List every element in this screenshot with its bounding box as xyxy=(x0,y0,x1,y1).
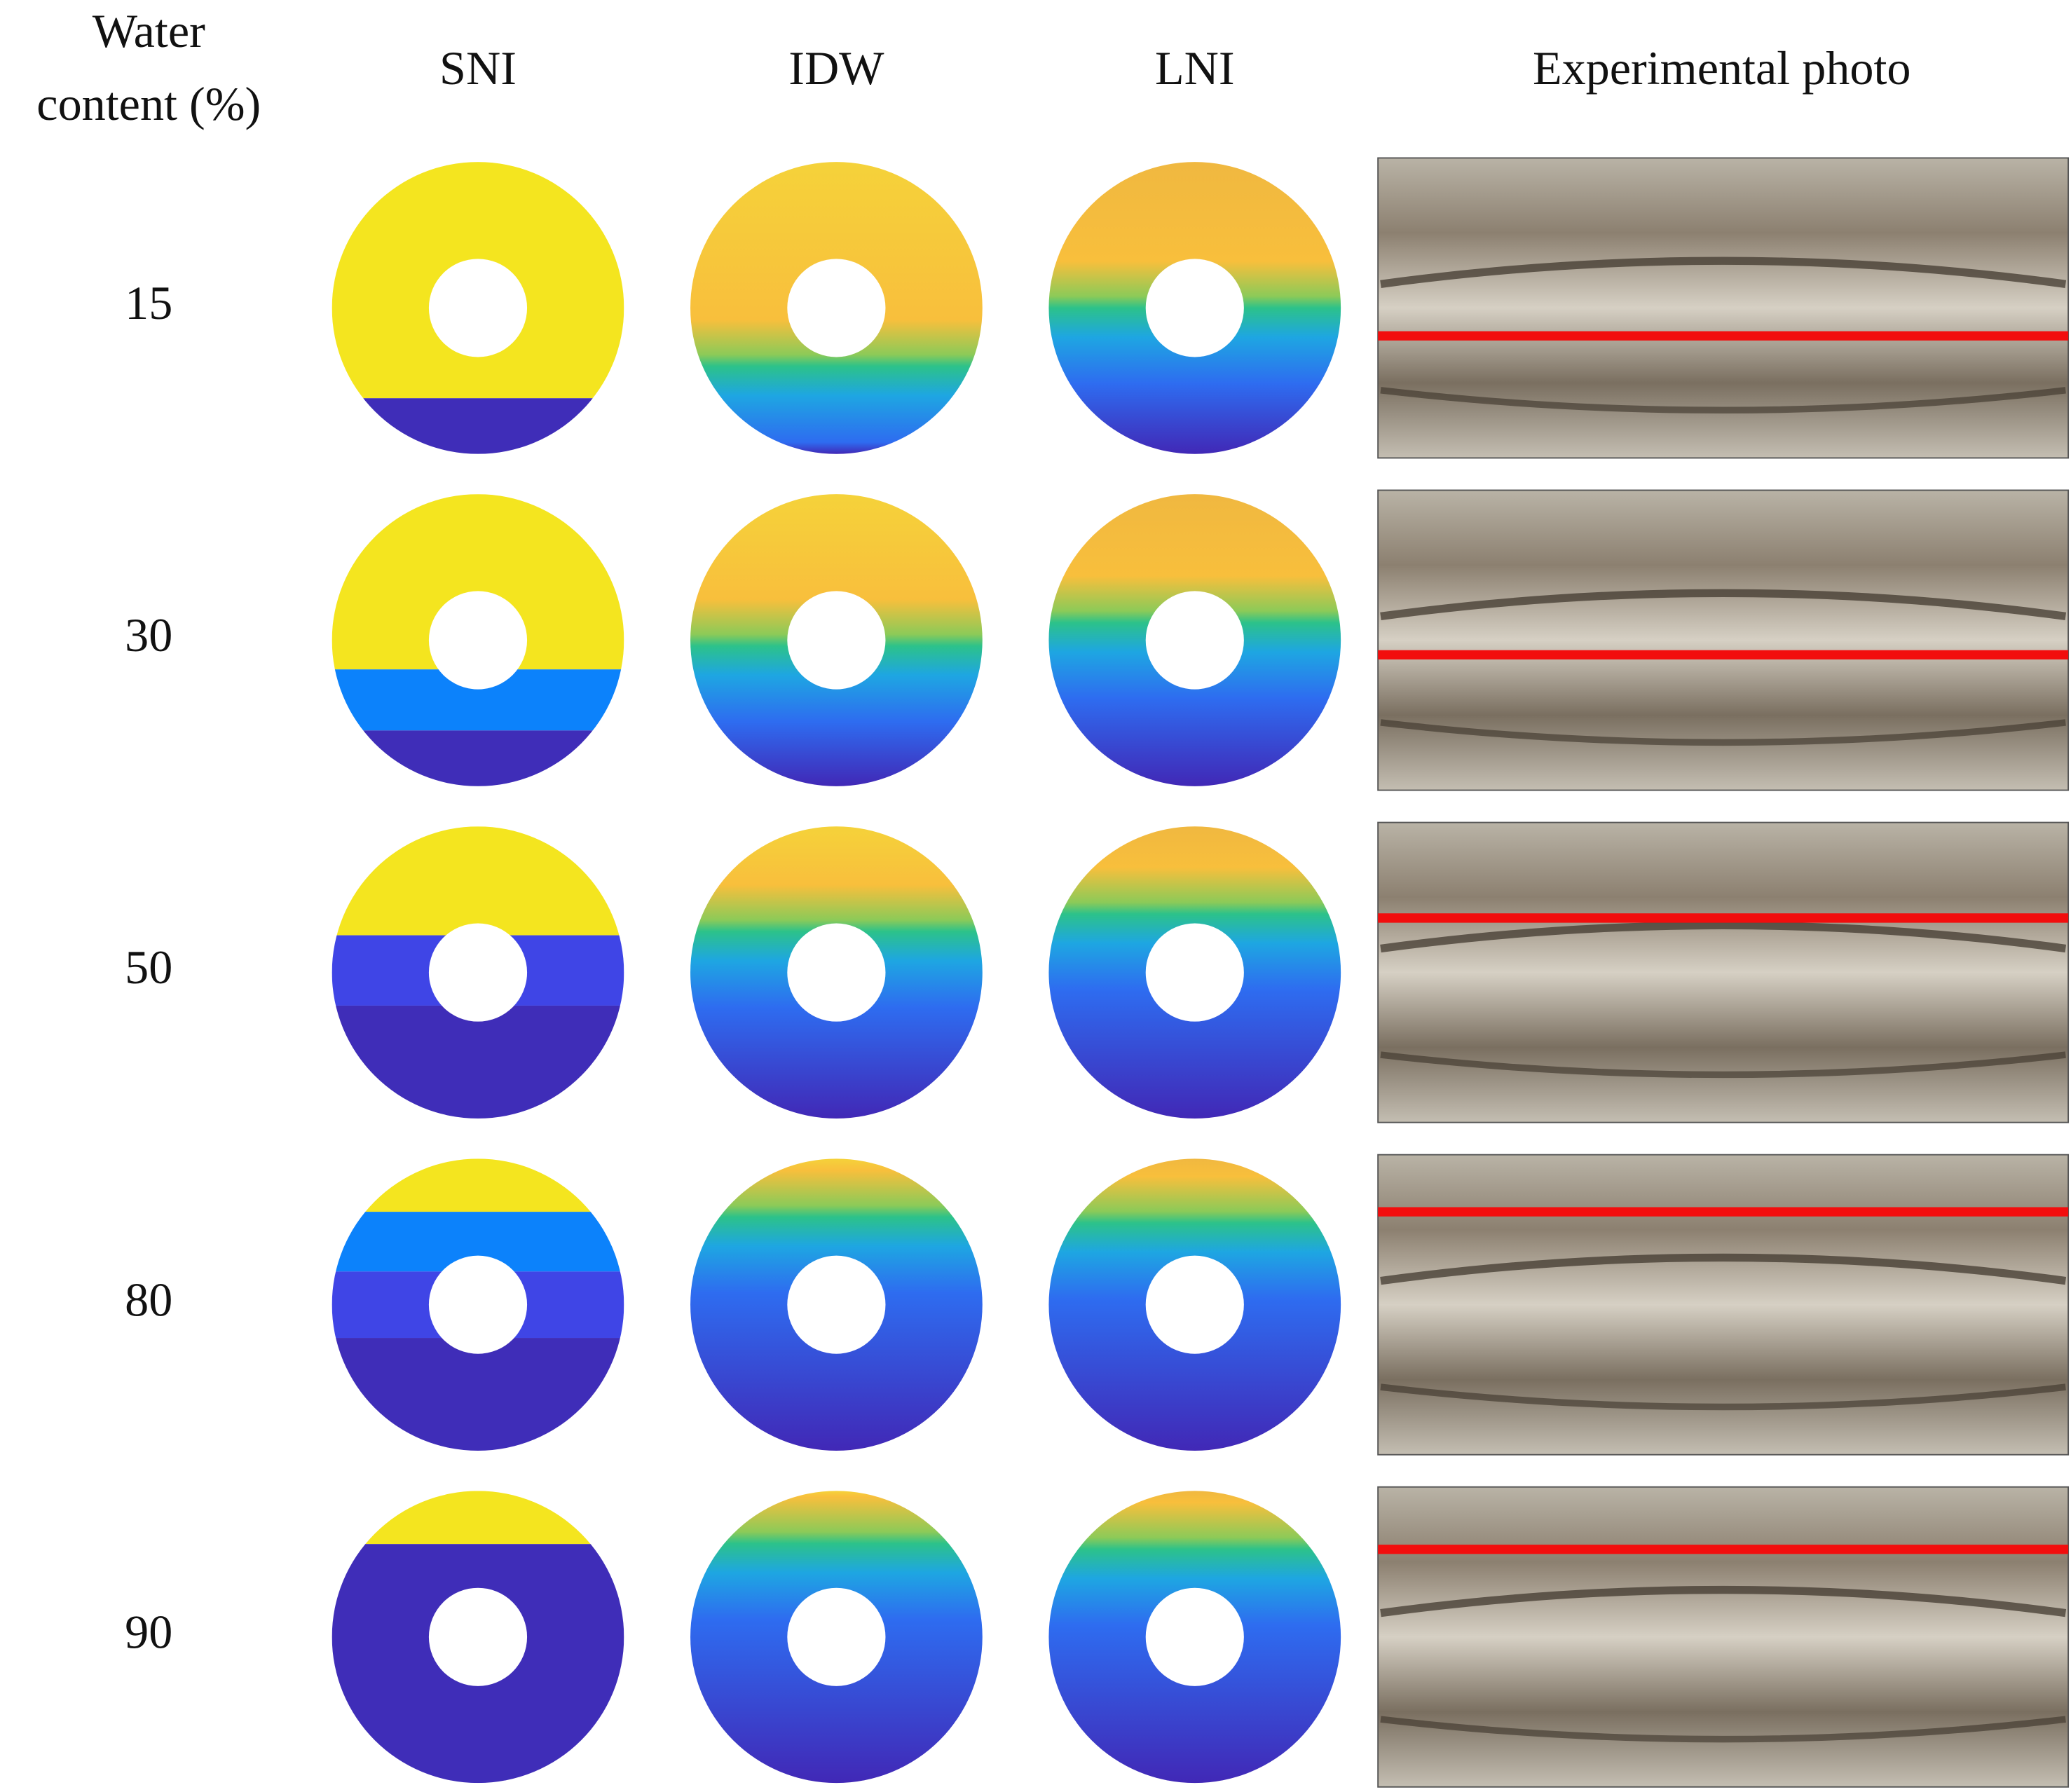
pipe-hole xyxy=(1145,923,1244,1022)
column-title: LNI xyxy=(1155,41,1235,95)
pipe-edge xyxy=(1380,387,2066,414)
pipe-edge xyxy=(1380,257,2067,288)
pipe-hole xyxy=(428,923,528,1022)
pipe-hole xyxy=(787,1255,886,1354)
pipe-hole xyxy=(428,259,528,357)
sni-layer xyxy=(332,1158,624,1212)
pipe-edge xyxy=(1380,1253,2067,1285)
pipe-edge xyxy=(1380,589,2067,621)
pipe-hole xyxy=(428,591,528,690)
pipe-edge xyxy=(1380,1383,2066,1411)
pipe-edge xyxy=(1380,1585,2067,1617)
column-title: Experimental photo xyxy=(1533,41,1911,95)
sni-layer xyxy=(332,730,624,786)
pipe-hole xyxy=(1145,259,1244,357)
row-label: 50 xyxy=(125,941,172,994)
sni-layer xyxy=(332,826,624,936)
pipe-hole xyxy=(1145,1587,1244,1686)
sni-layer xyxy=(332,1005,624,1119)
column-title: IDW xyxy=(788,41,884,95)
pipe-hole xyxy=(787,259,886,357)
pipe-hole xyxy=(787,1587,886,1686)
row-label: 90 xyxy=(125,1605,172,1658)
row-title: Water xyxy=(93,4,205,57)
pipe-hole xyxy=(1145,1255,1244,1354)
pipe-hole xyxy=(787,923,886,1022)
row-label: 80 xyxy=(125,1273,172,1326)
row-title: content (%) xyxy=(36,77,261,130)
pipe-hole xyxy=(428,1587,528,1686)
pipe-edge xyxy=(1380,719,2066,746)
pipe-hole xyxy=(787,591,886,690)
pipe-edge xyxy=(1380,1051,2066,1079)
pipe-edge xyxy=(1380,1716,2066,1743)
sni-layer xyxy=(332,1491,624,1545)
pipe-hole xyxy=(428,1255,528,1354)
sni-layer xyxy=(332,1338,624,1451)
pipe-edge xyxy=(1380,921,2067,953)
row-label: 15 xyxy=(125,276,172,329)
sni-layer xyxy=(332,398,624,454)
column-title: SNI xyxy=(439,41,517,95)
pipe-hole xyxy=(1145,591,1244,690)
row-label: 30 xyxy=(125,608,172,662)
